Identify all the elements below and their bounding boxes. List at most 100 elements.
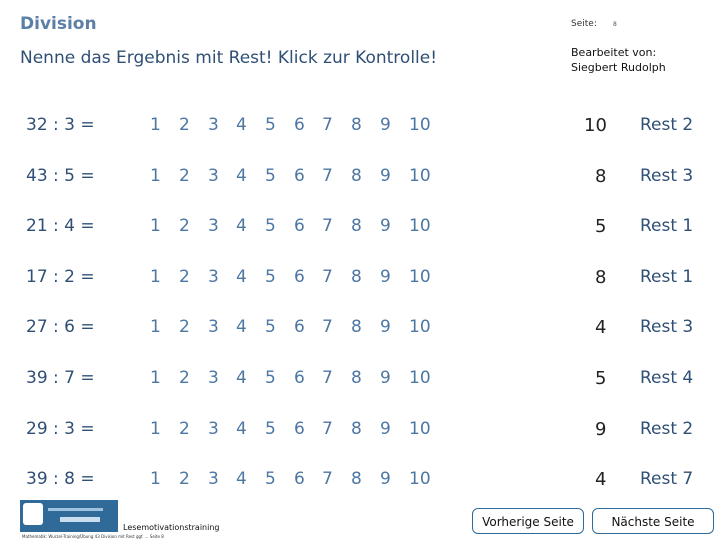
answer-choice[interactable]: 7 [322, 216, 333, 237]
answer-choice[interactable]: 4 [236, 469, 247, 490]
answer-choice[interactable]: 2 [179, 317, 190, 338]
answer-choice[interactable]: 6 [294, 368, 305, 388]
answer-choice[interactable]: 10 [409, 317, 431, 338]
answer-choice[interactable]: 10 [409, 216, 431, 237]
answer-choice[interactable]: 1 [150, 165, 161, 186]
answer-choice[interactable]: 3 [208, 368, 219, 388]
answer-choice[interactable]: 3 [208, 418, 219, 439]
answer-choice[interactable]: 3 [208, 266, 219, 287]
page-label: Seite: [571, 19, 597, 29]
answer-choice[interactable]: 5 [265, 115, 276, 135]
answer-choice[interactable]: 8 [351, 165, 362, 186]
answer-choice[interactable]: 7 [322, 266, 333, 287]
answer-choice[interactable]: 9 [380, 165, 391, 186]
remainder-answer: Rest 1 [640, 216, 694, 237]
answer-choice[interactable]: 9 [380, 317, 391, 338]
answer-choice[interactable]: 8 [351, 266, 362, 287]
next-page-button[interactable]: Nächste Seite [592, 508, 714, 534]
answer-choice[interactable]: 2 [179, 115, 190, 135]
answer-choice[interactable]: 2 [179, 266, 190, 287]
answer-choice[interactable]: 8 [351, 317, 362, 338]
answer-choice[interactable]: 5 [265, 317, 276, 338]
answer-choice[interactable]: 10 [409, 165, 431, 186]
answer-choice[interactable]: 3 [208, 317, 219, 338]
remainder-answer: Rest 3 [640, 317, 694, 338]
answer-choice[interactable]: 6 [294, 216, 305, 237]
answer-choice[interactable]: 8 [351, 469, 362, 490]
answer-choice[interactable]: 8 [351, 216, 362, 237]
answer-choice[interactable]: 2 [179, 216, 190, 237]
answer-choice[interactable]: 3 [208, 216, 219, 237]
exercise-row: 39 : 8 = 1 2 3 4 5 6 7 8 9 10 4 Rest 7 [0, 469, 720, 499]
answer-choice[interactable]: 4 [236, 165, 247, 186]
answer-choice[interactable]: 4 [236, 317, 247, 338]
answer-choice[interactable]: 2 [179, 165, 190, 186]
answer-choice[interactable]: 9 [380, 368, 391, 388]
answer-choice[interactable]: 10 [409, 469, 431, 490]
answer-choice[interactable]: 5 [265, 418, 276, 439]
answer-choice[interactable]: 1 [150, 317, 161, 338]
answer-choice[interactable]: 2 [179, 418, 190, 439]
answer-choice[interactable]: 3 [208, 115, 219, 135]
answer-choice[interactable]: 2 [179, 368, 190, 388]
answer-choice[interactable]: 7 [322, 418, 333, 439]
answer-choice[interactable]: 10 [409, 368, 431, 388]
answer-choice[interactable]: 3 [208, 165, 219, 186]
division-problem: 43 : 5 = [26, 165, 95, 186]
answer-choice[interactable]: 5 [265, 266, 276, 287]
answer-choice[interactable]: 7 [322, 317, 333, 338]
answer-choice[interactable]: 8 [351, 368, 362, 388]
answer-choice[interactable]: 6 [294, 317, 305, 338]
answer-choice[interactable]: 1 [150, 368, 161, 388]
answer-choice[interactable]: 1 [150, 266, 161, 287]
answer-choice[interactable]: 4 [236, 115, 247, 135]
answer-choice[interactable]: 9 [380, 469, 391, 490]
previous-page-button[interactable]: Vorherige Seite [472, 508, 584, 534]
answer-choice[interactable]: 10 [409, 418, 431, 439]
answer-choice[interactable]: 9 [380, 216, 391, 237]
training-label: Lesemotivationstraining [123, 523, 220, 532]
answer-choice[interactable]: 9 [380, 418, 391, 439]
answer-choice[interactable]: 6 [294, 266, 305, 287]
answer-choice[interactable]: 1 [150, 469, 161, 490]
edited-by-label: Bearbeitet von: [571, 46, 657, 59]
answer-choice[interactable]: 6 [294, 115, 305, 135]
answer-choice[interactable]: 6 [294, 469, 305, 490]
answer-choice[interactable]: 5 [265, 165, 276, 186]
quotient-answer: 5 [595, 216, 607, 238]
answer-choice[interactable]: 1 [150, 216, 161, 237]
answer-choice[interactable]: 7 [322, 368, 333, 388]
exercise-row: 29 : 3 = 1 2 3 4 5 6 7 8 9 10 9 Rest 2 [0, 419, 720, 449]
answer-choice[interactable]: 4 [236, 266, 247, 287]
edited-by: Bearbeitet von: Siegbert Rudolph [571, 45, 666, 75]
answer-choice[interactable]: 7 [322, 165, 333, 186]
answer-choice[interactable]: 6 [294, 418, 305, 439]
answer-choice[interactable]: 5 [265, 469, 276, 490]
answer-choice[interactable]: 9 [380, 266, 391, 287]
answer-choice[interactable]: 6 [294, 165, 305, 186]
quotient-answer: 5 [595, 368, 607, 389]
answer-choice[interactable]: 10 [409, 115, 431, 135]
exercise-row: 32 : 3 = 1 2 3 4 5 6 7 8 9 10 10 Rest 2 [0, 115, 720, 145]
answer-choice[interactable]: 3 [208, 469, 219, 490]
division-problem: 39 : 8 = [26, 469, 95, 490]
quotient-answer: 4 [595, 469, 607, 491]
answer-choice[interactable]: 10 [409, 266, 431, 287]
answer-choice[interactable]: 1 [150, 115, 161, 135]
answer-choice[interactable]: 1 [150, 418, 161, 439]
answer-choice[interactable]: 2 [179, 469, 190, 490]
answer-choice[interactable]: 7 [322, 469, 333, 490]
answer-choice[interactable]: 4 [236, 418, 247, 439]
quotient-answer: 10 [584, 115, 607, 136]
page-number: 8 [613, 21, 617, 28]
answer-choice[interactable]: 7 [322, 115, 333, 135]
answer-choice[interactable]: 8 [351, 115, 362, 135]
answer-choice[interactable]: 8 [351, 418, 362, 439]
answer-choice[interactable]: 9 [380, 115, 391, 135]
answer-choice[interactable]: 5 [265, 368, 276, 388]
answer-choice[interactable]: 4 [236, 368, 247, 388]
remainder-answer: Rest 2 [640, 115, 694, 135]
answer-choice[interactable]: 5 [265, 216, 276, 237]
quotient-answer: 9 [595, 418, 607, 440]
answer-choice[interactable]: 4 [236, 216, 247, 237]
